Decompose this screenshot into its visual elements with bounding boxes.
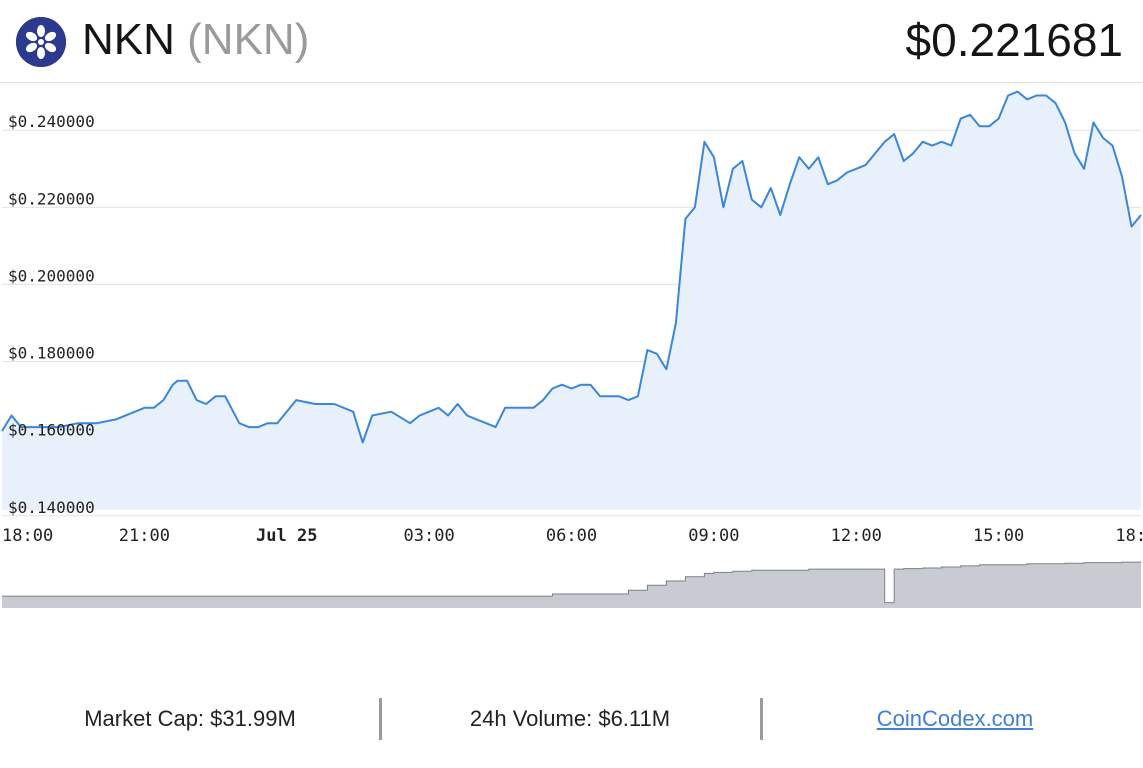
coin-title: NKN (NKN) [82, 12, 309, 68]
coin-header: NKN (NKN) $0.221681 [0, 0, 1143, 83]
x-tick-label: Jul 25 [256, 526, 317, 546]
volume-24h: 24h Volume: $6.11M [469, 706, 671, 731]
footer-divider [760, 698, 763, 740]
y-tick-label: $0.140000 [8, 498, 95, 517]
x-tick-label: 18:00 [1115, 526, 1143, 546]
coincodex-link[interactable]: CoinCodex.com [876, 706, 1034, 731]
y-tick-label: $0.160000 [8, 421, 95, 440]
volume-area [2, 562, 1141, 608]
market-cap: Market Cap: $31.99M [84, 706, 296, 731]
x-tick-label: 18:00 [2, 526, 53, 546]
x-tick-label: 03:00 [404, 526, 455, 546]
x-tick-label: 09:00 [688, 526, 739, 546]
nkn-leaf-logo-icon [16, 17, 66, 67]
x-tick-label: 21:00 [119, 526, 170, 546]
y-tick-label: $0.180000 [8, 344, 95, 363]
y-tick-label: $0.240000 [8, 112, 95, 131]
price-area [2, 91, 1141, 510]
x-tick-label: 12:00 [831, 526, 882, 546]
y-tick-label: $0.220000 [8, 189, 95, 208]
x-tick-label: 15:00 [973, 526, 1024, 546]
current-price: $0.221681 [905, 14, 1123, 66]
price-line [1, 90, 1142, 444]
stats-footer: Market Cap: $31.99M 24h Volume: $6.11M C… [0, 690, 1143, 750]
footer-divider [379, 698, 382, 740]
y-tick-label: $0.200000 [8, 266, 95, 285]
volume-line [2, 561, 1141, 604]
coin-name: NKN [82, 15, 175, 64]
price-chart[interactable]: $0.140000 $0.160000 $0.180000 $0.200000 $0.2… [0, 82, 1143, 612]
x-tick-label: 06:00 [546, 526, 597, 546]
coin-symbol: (NKN) [187, 15, 310, 64]
